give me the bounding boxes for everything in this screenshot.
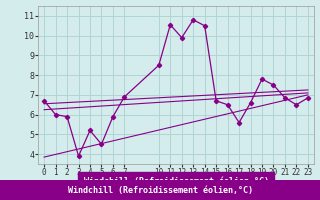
X-axis label: Windchill (Refroidissement éolien,°C): Windchill (Refroidissement éolien,°C) [84, 177, 268, 186]
Text: Windchill (Refroidissement éolien,°C): Windchill (Refroidissement éolien,°C) [68, 186, 252, 194]
